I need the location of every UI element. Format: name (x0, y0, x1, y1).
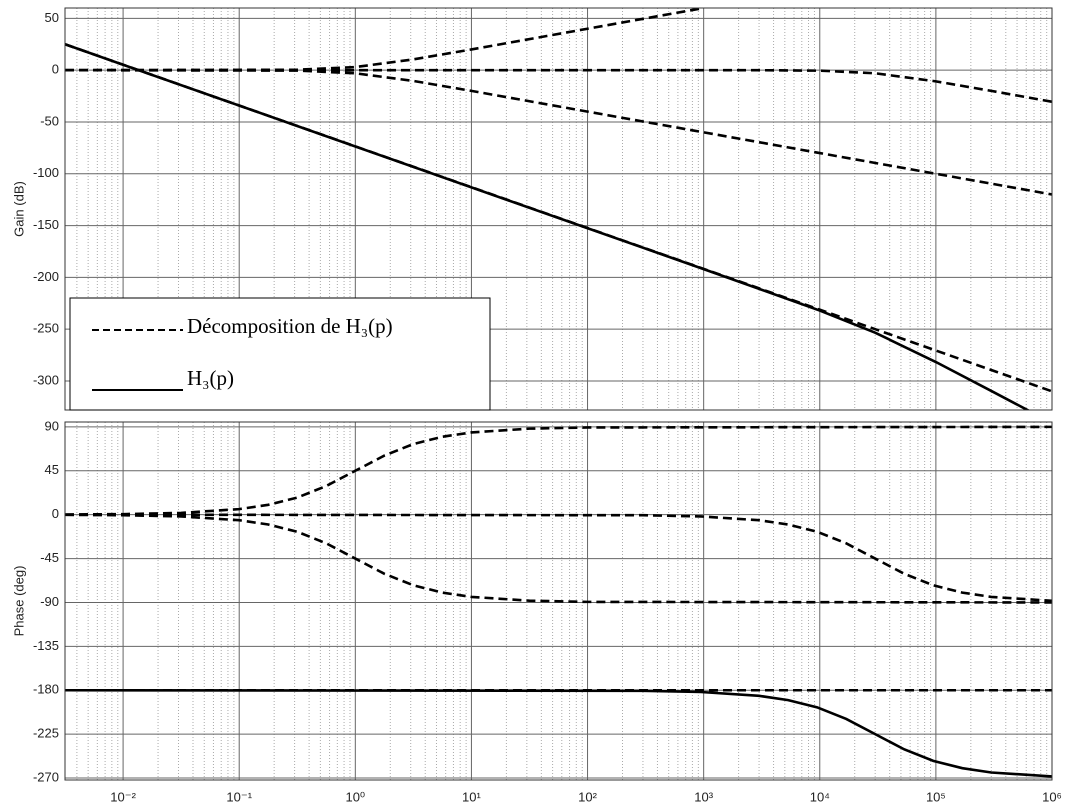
x-tick-label: 10⁶ (1042, 789, 1062, 804)
plot-frame (64, 421, 1053, 781)
series-group (65, 425, 1052, 778)
y-tick-label: -300 (33, 372, 59, 387)
y-tick-label: -150 (33, 217, 59, 232)
y-tick-label: 50 (45, 10, 59, 25)
plot-frame (64, 7, 1053, 411)
series-group (65, 8, 1052, 410)
x-tick-label: 10⁻² (110, 789, 136, 804)
y-tick-label: -100 (33, 165, 59, 180)
y-tick-label: -90 (40, 594, 59, 609)
x-tick-label: 10¹ (462, 789, 481, 804)
y-axis-label: Gain (dB) (11, 181, 26, 237)
y-tick-label: 0 (52, 62, 59, 77)
y-tick-label: -200 (33, 269, 59, 284)
series-line (65, 425, 1052, 516)
y-axis-label: Phase (deg) (11, 566, 26, 637)
series-line (65, 513, 1052, 604)
y-tick-label: 45 (45, 462, 59, 477)
x-tick-label: 10⁵ (926, 789, 946, 804)
y-tick-label: -250 (33, 321, 59, 336)
legend-label: Décomposition de H₃(p) (187, 314, 393, 338)
x-tick-label: 10² (578, 789, 597, 804)
series-line (65, 68, 1052, 104)
series-line (65, 688, 1052, 778)
series-line (65, 513, 1052, 603)
y-tick-label: -180 (33, 682, 59, 697)
y-tick-label: -50 (40, 113, 59, 128)
y-tick-label: 90 (45, 418, 59, 433)
x-tick-label: 10⁴ (810, 789, 830, 804)
legend-label: H₃(p) (187, 366, 234, 390)
y-tick-label: -270 (33, 769, 59, 784)
y-tick-label: -225 (33, 726, 59, 741)
y-tick-label: -45 (40, 550, 59, 565)
series-line (65, 68, 1052, 196)
series-line (65, 43, 1031, 410)
legend-box (69, 297, 491, 411)
x-tick-label: 10⁻¹ (226, 789, 252, 804)
x-tick-label: 10⁰ (345, 789, 365, 804)
y-tick-label: 0 (52, 506, 59, 521)
x-tick-label: 10³ (694, 789, 713, 804)
y-tick-label: -135 (33, 638, 59, 653)
